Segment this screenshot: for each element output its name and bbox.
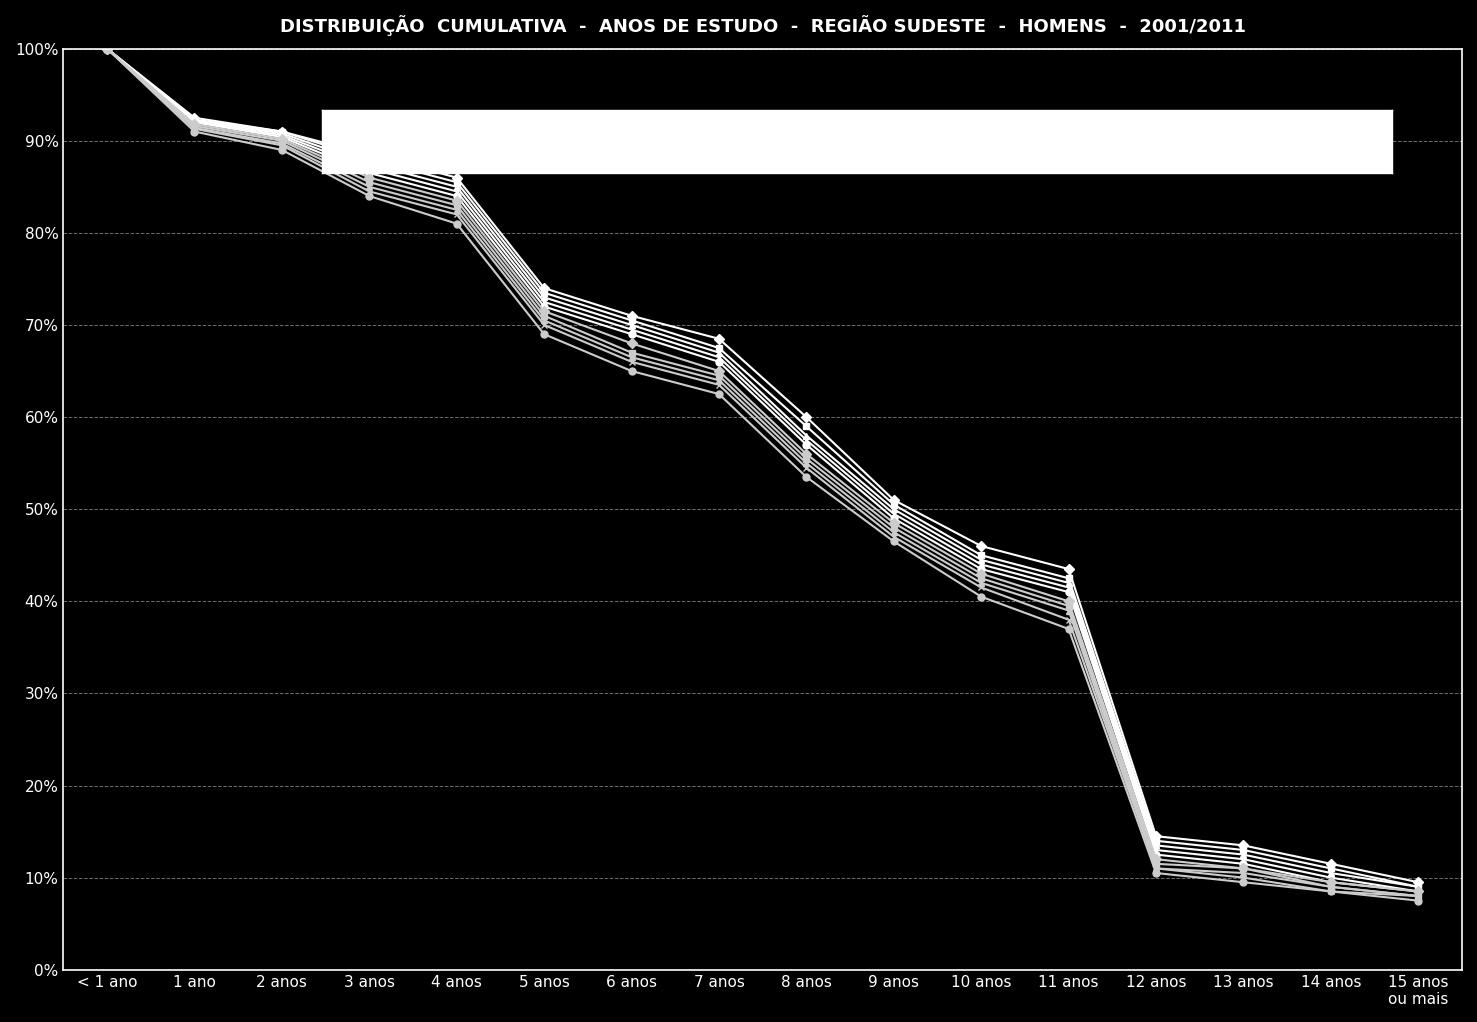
Title: DISTRIBUIÇÃO  CUMULATIVA  -  ANOS DE ESTUDO  -  REGIÃO SUDESTE  -  HOMENS  -  20: DISTRIBUIÇÃO CUMULATIVA - ANOS DE ESTUDO… xyxy=(279,15,1245,36)
